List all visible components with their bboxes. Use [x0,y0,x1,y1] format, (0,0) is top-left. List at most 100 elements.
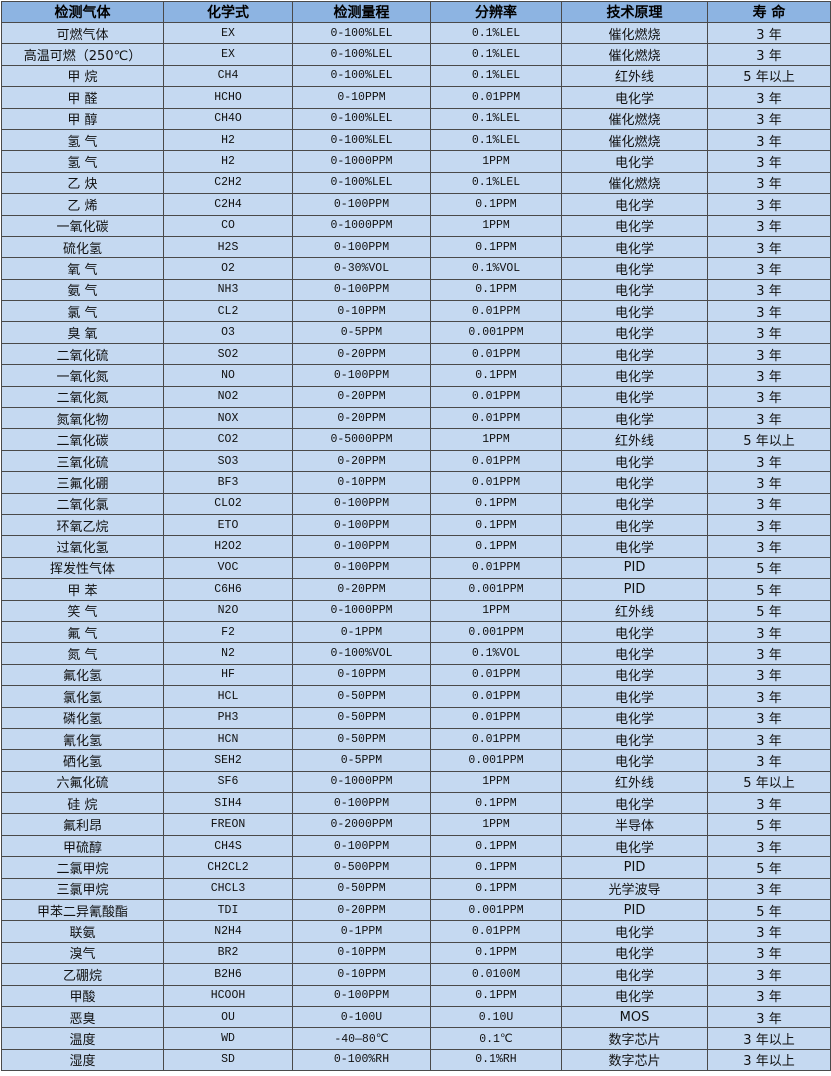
cell-resolution: 0.1PPM [430,492,562,515]
cell-resolution: 0.01PPM [430,385,562,409]
cell-lifespan: 3 年 [707,685,831,708]
table-row: 甲 醇 CH4O 0-100%LEL 0.1%LEL 催化燃烧 3 年 [1,107,831,130]
cell-resolution: 0.1%VOL [430,642,562,665]
table-row: 氯化氢 HCL 0-50PPM 0.01PPM 电化学 3 年 [1,685,831,708]
cell-gas-name: 一氧化碳 [1,214,164,237]
cell-range: 0-100%LEL [292,43,431,66]
cell-formula: CH4O [163,107,293,130]
cell-range: 0-100%LEL [292,21,431,45]
cell-principle: 红外线 [561,428,708,451]
cell-principle: 电化学 [561,407,708,430]
cell-principle: 催化燃烧 [561,21,708,45]
cell-range: 0-5000PPM [292,428,431,451]
cell-principle: 红外线 [561,599,708,622]
table-row: 氢 气 H2 0-100%LEL 0.1%LEL 催化燃烧 3 年 [1,128,831,152]
cell-lifespan: 3 年 [707,620,831,644]
cell-lifespan: 3 年 [707,513,831,537]
table-row: 恶臭 OU 0-100U 0.10U MOS 3 年 [1,1005,831,1029]
cell-resolution: 0.1%LEL [430,128,562,152]
cell-principle: 电化学 [561,321,708,344]
cell-gas-name: 温度 [1,1027,164,1050]
cell-formula: N2O [163,599,293,622]
cell-formula: EX [163,43,293,66]
cell-principle: 催化燃烧 [561,171,708,195]
cell-gas-name: 三氯甲烷 [1,877,164,901]
cell-lifespan: 3 年 [707,278,831,302]
cell-resolution: 0.01PPM [430,706,562,729]
cell-resolution: 0.1PPM [430,364,562,387]
cell-lifespan: 5 年 [707,556,831,580]
cell-gas-name: 溴气 [1,941,164,965]
cell-formula: C2H4 [163,193,293,216]
cell-formula: HCL [163,685,293,708]
cell-resolution: 0.1%RH [430,1048,562,1072]
header-lifespan: 寿 命 [707,1,831,23]
table-row: 乙 烯 C2H4 0-100PPM 0.1PPM 电化学 3 年 [1,193,831,216]
cell-lifespan: 3 年 [707,43,831,66]
cell-principle: 电化学 [561,471,708,494]
cell-formula: WD [163,1027,293,1050]
cell-lifespan: 3 年以上 [707,1027,831,1050]
cell-lifespan: 3 年 [707,150,831,173]
cell-formula: FREON [163,813,293,836]
cell-range: -40—80℃ [292,1027,431,1050]
cell-principle: 催化燃烧 [561,128,708,152]
table-row: 甲 苯 C6H6 0-20PPM 0.001PPM PID 5 年 [1,578,831,601]
cell-range: 0-20PPM [292,342,431,366]
cell-resolution: 1PPM [430,770,562,794]
cell-principle: 电化学 [561,706,708,729]
cell-gas-name: 氨 气 [1,278,164,302]
table-row: 挥发性气体 VOC 0-100PPM 0.01PPM PID 5 年 [1,556,831,580]
cell-principle: 光学波导 [561,877,708,901]
cell-resolution: 0.001PPM [430,899,562,922]
cell-gas-name: 挥发性气体 [1,556,164,580]
cell-gas-name: 磷化氢 [1,706,164,729]
cell-gas-name: 臭 氧 [1,321,164,344]
cell-formula: VOC [163,556,293,580]
cell-principle: 电化学 [561,941,708,965]
cell-resolution: 0.1%LEL [430,21,562,45]
cell-gas-name: 硫化氢 [1,235,164,259]
cell-resolution: 0.1PPM [430,278,562,302]
cell-principle: PID [561,899,708,922]
table-row: 三氧化硫 SO3 0-20PPM 0.01PPM 电化学 3 年 [1,449,831,473]
cell-lifespan: 5 年 [707,899,831,922]
cell-range: 0-5PPM [292,749,431,772]
cell-formula: C6H6 [163,578,293,601]
cell-resolution: 0.1PPM [430,984,562,1007]
cell-resolution: 0.001PPM [430,620,562,644]
table-row: 甲苯二异氰酸酯 TDI 0-20PPM 0.001PPM PID 5 年 [1,899,831,922]
table-row: 甲硫醇 CH4S 0-100PPM 0.1PPM 电化学 3 年 [1,834,831,858]
table-row: 六氟化硫 SF6 0-1000PPM 1PPM 红外线 5 年以上 [1,770,831,794]
cell-lifespan: 5 年 [707,599,831,622]
cell-range: 0-20PPM [292,578,431,601]
cell-resolution: 1PPM [430,428,562,451]
cell-lifespan: 3 年 [707,920,831,943]
cell-range: 0-2000PPM [292,813,431,836]
cell-formula: N2 [163,642,293,665]
cell-resolution: 0.1%LEL [430,43,562,66]
cell-gas-name: 氢 气 [1,150,164,173]
cell-range: 0-5PPM [292,321,431,344]
cell-range: 0-1PPM [292,620,431,644]
cell-resolution: 0.1%LEL [430,171,562,195]
cell-gas-name: 六氟化硫 [1,770,164,794]
cell-range: 0-100PPM [292,364,431,387]
cell-range: 0-50PPM [292,727,431,751]
cell-gas-name: 可燃气体 [1,21,164,45]
cell-resolution: 0.01PPM [430,920,562,943]
cell-formula: TDI [163,899,293,922]
cell-lifespan: 3 年 [707,471,831,494]
cell-resolution: 0.1PPM [430,792,562,815]
cell-principle: 数字芯片 [561,1027,708,1050]
cell-range: 0-10PPM [292,941,431,965]
cell-range: 0-10PPM [292,963,431,986]
cell-gas-name: 恶臭 [1,1005,164,1029]
cell-lifespan: 3 年 [707,257,831,280]
cell-principle: 电化学 [561,642,708,665]
table-row: 可燃气体 EX 0-100%LEL 0.1%LEL 催化燃烧 3 年 [1,21,831,45]
cell-gas-name: 甲 醛 [1,86,164,109]
cell-formula: H2O2 [163,535,293,558]
cell-principle: 电化学 [561,257,708,280]
